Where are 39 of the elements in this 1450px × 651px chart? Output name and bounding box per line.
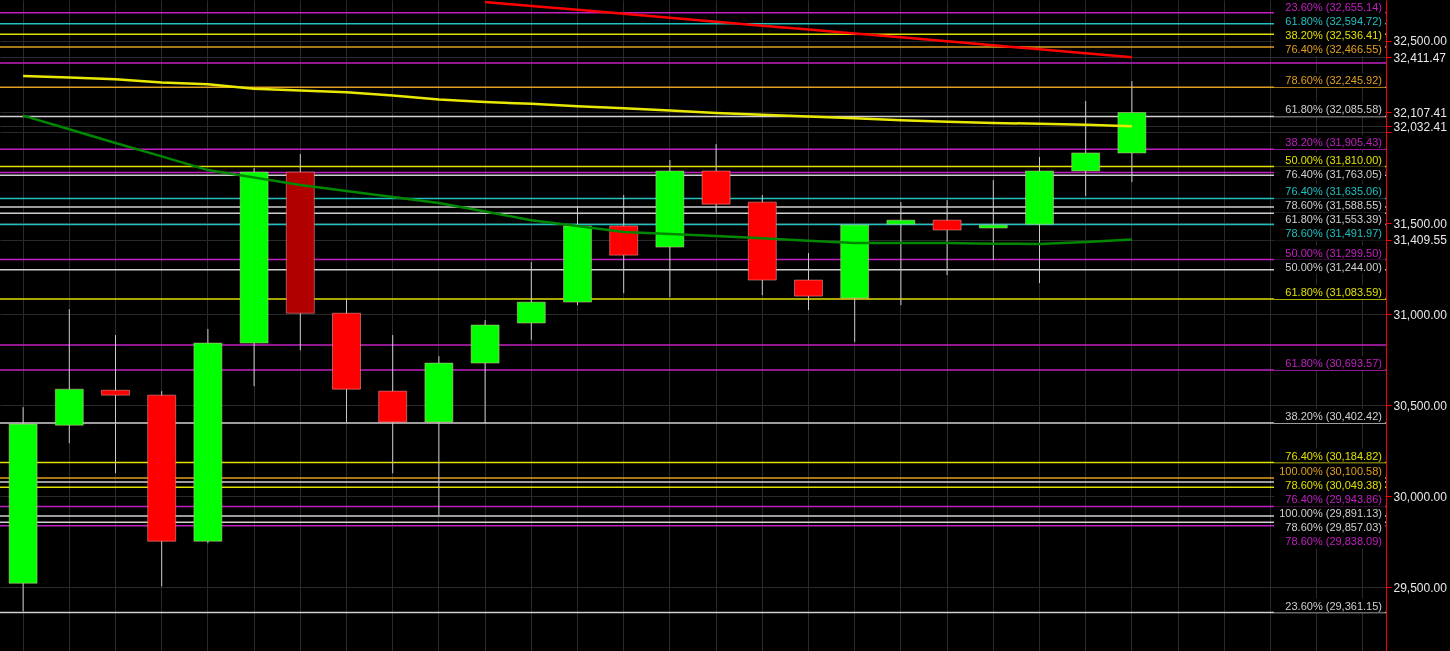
y-tick-label: 31,500.00 [1393, 216, 1448, 231]
ref-line-label: 78.60% (30,049.38) [1285, 478, 1382, 491]
y-tick-label: 30,000.00 [1393, 489, 1448, 504]
ref-line-label: 61.80% (30,693.57) [1285, 356, 1382, 369]
ref-line-label: 61.80% (31,083.59) [1285, 285, 1382, 298]
ref-line-label: 76.40% (32,466.55) [1285, 43, 1382, 55]
ref-line-label: 78.60% (32,245.92) [1285, 74, 1382, 87]
y-tick-label: 32,107.41 [1393, 105, 1448, 120]
ref-line-label: 76.40% (30,184.82) [1285, 449, 1382, 462]
y-tick-label: 32,411.47 [1393, 50, 1447, 65]
line-series [21, 114, 1134, 246]
ref-line-label: 61.80% (32,085.58) [1285, 103, 1382, 116]
ref-line-label: 76.40% (31,635.06) [1285, 185, 1382, 198]
ref-line-label: 76.40% (29,943.86) [1285, 493, 1382, 506]
ref-line-label: 38.20% (30,402.42) [1285, 409, 1382, 422]
ref-line-label: 78.60% (31,491.97) [1285, 227, 1382, 240]
y-tick-label: 32,500.00 [1393, 34, 1448, 49]
ref-line-label: 50.00% (31,810.00) [1285, 153, 1382, 166]
ref-line-label: 76.40% (31,763.05) [1285, 167, 1382, 180]
y-tick-label: 30,500.00 [1393, 398, 1448, 413]
ref-line-label: 78.60% (31,588.55) [1285, 199, 1382, 212]
ref-line-label: 61.80% (31,553.39) [1285, 213, 1382, 226]
line-series [21, 74, 1134, 128]
ref-line-label: 50.00% (31,244.00) [1285, 260, 1382, 273]
ref-line-label: 50.00% (31,299.50) [1285, 246, 1382, 259]
ref-line-label: 23.60% (32,655.14) [1285, 1, 1382, 13]
y-tick-label: 31,409.55 [1393, 233, 1448, 248]
ref-line-label: 38.20% (32,536.41) [1285, 29, 1382, 41]
ref-line-label: 78.60% (29,857.03) [1285, 521, 1382, 534]
y-tick-label: 32,032.41 [1393, 119, 1448, 134]
ref-line-label: 100.00% (30,100.58) [1279, 464, 1382, 477]
ref-line-label: 23.60% (29,361.15) [1285, 599, 1382, 612]
line-series [483, 0, 1134, 59]
ref-line-label: 100.00% (29,891.13) [1279, 507, 1382, 520]
ref-line-label: 78.60% (29,838.09) [1285, 535, 1382, 548]
y-tick-label: 29,500.00 [1393, 580, 1448, 595]
y-tick-label: 31,000.00 [1393, 307, 1448, 322]
ref-line-label: 38.20% (31,905.43) [1285, 136, 1382, 149]
ref-line-label: 61.80% (32,594.72) [1285, 15, 1382, 27]
